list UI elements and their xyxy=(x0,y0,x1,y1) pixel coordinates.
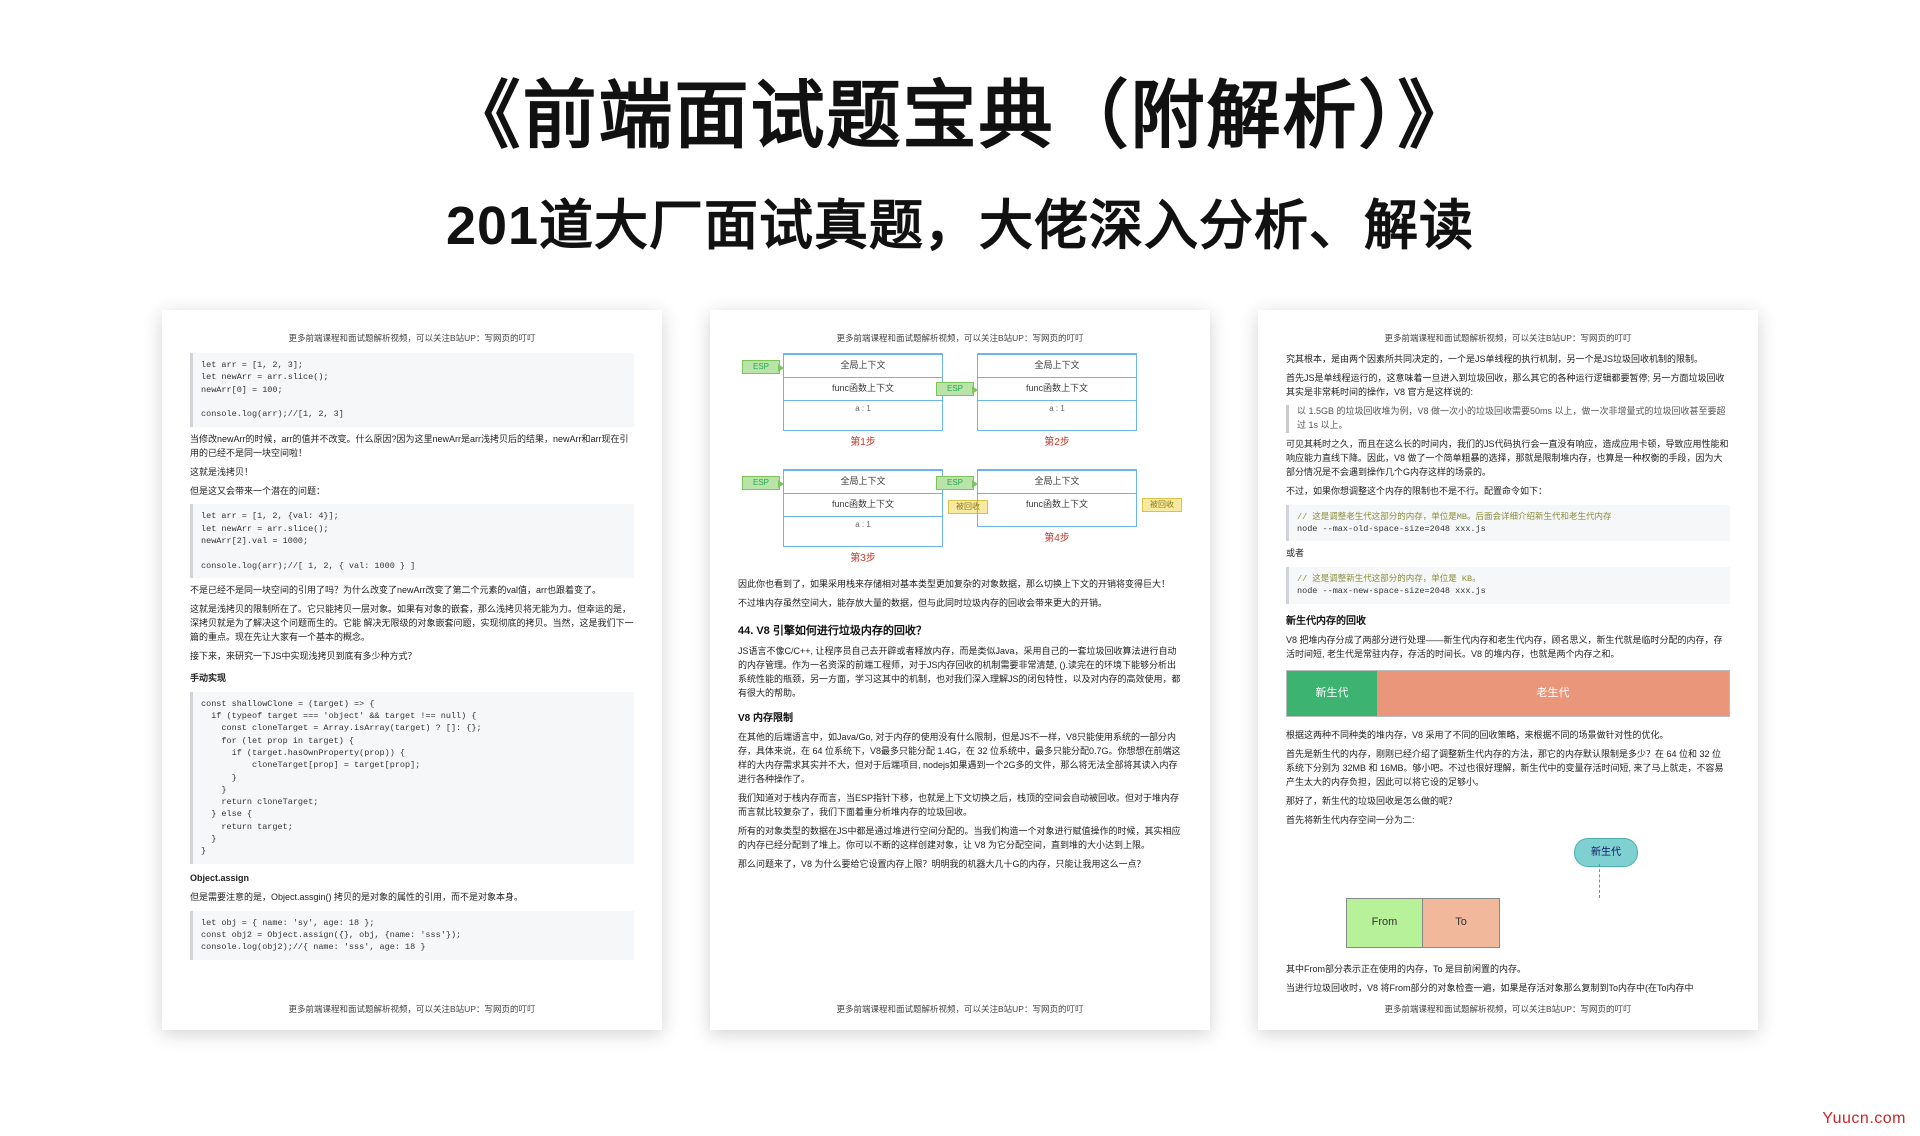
page-footer: 更多前端课程和面试题解析视频，可以关注B站UP：写网页的叮叮 xyxy=(710,1003,1210,1016)
subsection-heading: 新生代内存的回收 xyxy=(1286,614,1730,630)
paragraph: 首先将新生代内存空间一分为二: xyxy=(1286,814,1730,828)
paragraph: V8 把堆内存分成了两部分进行处理——新生代内存和老生代内存，顾名思义，新生代就… xyxy=(1286,634,1730,662)
stack-step-3: ESP 被回收 全局上下文 func函数上下文 a : 1 xyxy=(783,469,943,547)
page-header: 更多前端课程和面试题解析视频，可以关注B站UP：写网页的叮叮 xyxy=(738,332,1182,345)
paragraph: 在其他的后端语言中，如Java/Go, 对于内存的使用没有什么限制，但是JS不一… xyxy=(738,731,1182,787)
stack-cell: func函数上下文 xyxy=(784,493,942,516)
paragraph: 或者 xyxy=(1286,547,1730,561)
stack-cell: func函数上下文 xyxy=(978,493,1136,516)
subsection-heading: V8 内存限制 xyxy=(738,711,1182,727)
step-label: 第3步 xyxy=(850,551,876,567)
esp-label: ESP xyxy=(742,476,780,490)
to-block: To xyxy=(1423,899,1499,947)
stack-diagram-row-1: ESP 全局上下文 func函数上下文 a : 1 第1步 ESP 全局上下文 … xyxy=(738,353,1182,451)
paragraph: 根据这两种不同种类的堆内存，V8 采用了不同的回收策略，来根据不同的场景做针对性… xyxy=(1286,729,1730,743)
from-block: From xyxy=(1347,899,1423,947)
page-footer: 更多前端课程和面试题解析视频，可以关注B站UP：写网页的叮叮 xyxy=(1258,1003,1758,1016)
stack-cell: 全局上下文 xyxy=(978,354,1136,377)
code-block: let arr = [1, 2, 3]; let newArr = arr.sl… xyxy=(190,353,634,427)
paragraph: JS语言不像C/C++, 让程序员自己去开辟或者释放内存，而是类似Java，采用… xyxy=(738,645,1182,701)
paragraph: 当修改newArr的时候，arr的值并不改变。什么原因?因为这里newArr是a… xyxy=(190,433,634,461)
paragraph: 其中From部分表示正在使用的内存，To 是目前闲置的内存。 xyxy=(1286,963,1730,977)
esp-label: ESP xyxy=(742,360,780,374)
stack-cell: 全局上下文 xyxy=(784,470,942,493)
code-block: // 这是调整新生代这部分的内存，单位是 KB。 node --max-new-… xyxy=(1286,567,1730,604)
paragraph: 究其根本，是由两个因素所共同决定的，一个是JS单线程的执行机制，另一个是JS垃圾… xyxy=(1286,353,1730,367)
paragraph: 当进行垃圾回收时，V8 将From部分的对象检查一遍，如果是存活对象那么复制到T… xyxy=(1286,982,1730,996)
stack-cell: 全局上下文 xyxy=(978,470,1136,493)
paragraph: 但是需要注意的是，Object.assgin() 拷贝的是对象的属性的引用，而不… xyxy=(190,891,634,905)
stack-step-2: ESP 全局上下文 func函数上下文 a : 1 xyxy=(977,353,1137,431)
watermark: Yuucn.com xyxy=(1822,1110,1906,1128)
main-title: 《前端面试题宝典（附解析）》 xyxy=(0,56,1920,163)
paragraph: 接下来，来研究一下JS中实现浅拷贝到底有多少种方式？ xyxy=(190,650,634,664)
paragraph: 那么问题来了，V8 为什么要给它设置内存上限？明明我的机器大几十G的内存，只能让… xyxy=(738,858,1182,872)
step-label: 第1步 xyxy=(850,435,876,451)
doc-page-1: 更多前端课程和面试题解析视频，可以关注B站UP：写网页的叮叮 let arr =… xyxy=(162,310,662,1030)
stack-cell: a : 1 xyxy=(784,400,942,417)
from-to-diagram: 新生代 From To xyxy=(1286,838,1730,958)
section-heading: 手动实现 xyxy=(190,672,634,686)
doc-page-2: 更多前端课程和面试题解析视频，可以关注B站UP：写网页的叮叮 ESP 全局上下文… xyxy=(710,310,1210,1030)
paragraph: 这就是浅拷贝的限制所在了。它只能拷贝一层对象。如果有对象的嵌套，那么浅拷贝将无能… xyxy=(190,603,634,645)
paragraph: 这就是浅拷贝！ xyxy=(190,466,634,480)
code-block: const shallowClone = (target) => { if (t… xyxy=(190,692,634,864)
paragraph: 可见其耗时之久，而且在这么长的时间内，我们的JS代码执行会一直没有响应，造成应用… xyxy=(1286,438,1730,480)
stack-diagram-row-2: ESP 被回收 全局上下文 func函数上下文 a : 1 第3步 ESP 被回… xyxy=(738,469,1182,567)
section-heading: Object.assign xyxy=(190,872,634,886)
paragraph: 我们知道对于栈内存而言，当ESP指针下移，也就是上下文切换之后，栈顶的空间会自动… xyxy=(738,792,1182,820)
subtitle: 201道大厂面试真题，大佬深入分析、解读 xyxy=(0,181,1920,260)
page-header: 更多前端课程和面试题解析视频，可以关注B站UP：写网页的叮叮 xyxy=(190,332,634,345)
paragraph: 不是已经不是同一块空间的引用了吗？为什么改变了newArr改变了第二个元素的va… xyxy=(190,584,634,598)
stack-cell: a : 1 xyxy=(784,516,942,533)
quote-paragraph: 以 1.5GB 的垃圾回收堆为例，V8 做一次小的垃圾回收需要50ms 以上，做… xyxy=(1286,405,1730,433)
destroyed-label: 被回收 xyxy=(1142,498,1182,512)
code-block: // 这是调整老生代这部分的内存，单位是MB。后面会详细介绍新生代和老生代内存 … xyxy=(1286,505,1730,542)
paragraph: 不过堆内存虽然空间大，能存放大量的数据，但与此同时垃圾内存的回收会带来更大的开销… xyxy=(738,597,1182,611)
stack-cell: 全局上下文 xyxy=(784,354,942,377)
page-footer: 更多前端课程和面试题解析视频，可以关注B站UP：写网页的叮叮 xyxy=(162,1003,662,1016)
paragraph: 因此你也看到了，如果采用栈来存储相对基本类型更加复杂的对象数据，那么切换上下文的… xyxy=(738,578,1182,592)
section-heading: 44. V8 引擎如何进行垃圾内存的回收？ xyxy=(738,623,1182,640)
paragraph: 首先是新生代的内存，刚刚已经介绍了调整新生代内存的方法，那它的内存默认限制是多少… xyxy=(1286,748,1730,790)
step-label: 第4步 xyxy=(1044,531,1070,547)
code-block: let obj = { name: 'sy', age: 18 }; const… xyxy=(190,911,634,960)
generation-diagram: 新生代 老生代 xyxy=(1286,670,1730,717)
paragraph: 但是这又会带来一个潜在的问题： xyxy=(190,485,634,499)
step-label: 第2步 xyxy=(1044,435,1070,451)
page-header: 更多前端课程和面试题解析视频，可以关注B站UP：写网页的叮叮 xyxy=(1286,332,1730,345)
stack-cell: a : 1 xyxy=(978,400,1136,417)
stack-cell: func函数上下文 xyxy=(978,377,1136,400)
doc-page-3: 更多前端课程和面试题解析视频，可以关注B站UP：写网页的叮叮 究其根本，是由两个… xyxy=(1258,310,1758,1030)
newgen-block: 新生代 xyxy=(1287,671,1377,716)
esp-label: ESP xyxy=(936,382,974,396)
stack-step-1: ESP 全局上下文 func函数上下文 a : 1 xyxy=(783,353,943,431)
stack-step-4: ESP 被回收 全局上下文 func函数上下文 xyxy=(977,469,1137,527)
pages-row: 更多前端课程和面试题解析视频，可以关注B站UP：写网页的叮叮 let arr =… xyxy=(0,310,1920,1030)
esp-label: ESP xyxy=(936,476,974,490)
newgen-pill: 新生代 xyxy=(1574,838,1638,868)
paragraph: 不过，如果你想调整这个内存的限制也不是不行。配置命令如下： xyxy=(1286,485,1730,499)
stack-cell: func函数上下文 xyxy=(784,377,942,400)
paragraph: 首先JS是单线程运行的，这意味着一旦进入到垃圾回收，那么其它的各种运行逻辑都要暂… xyxy=(1286,372,1730,400)
paragraph: 那好了，新生代的垃圾回收是怎么做的呢？ xyxy=(1286,795,1730,809)
paragraph: 所有的对象类型的数据在JS中都是通过堆进行空间分配的。当我们构造一个对象进行赋值… xyxy=(738,825,1182,853)
oldgen-block: 老生代 xyxy=(1377,671,1729,716)
code-block: let arr = [1, 2, {val: 4}]; let newArr =… xyxy=(190,504,634,578)
